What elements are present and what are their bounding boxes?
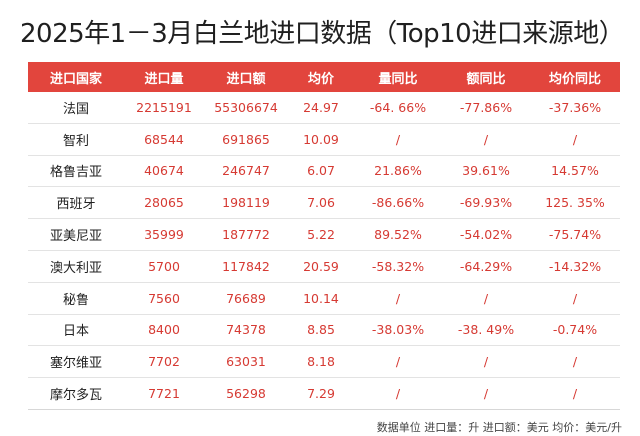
column-header: 额同比 [442,62,530,92]
value-cell: 7560 [148,290,180,306]
import-data-table: 进口国家 进口量 进口额 均价 量同比 额同比 均价同比 法国 2215191 55306674… [28,62,620,410]
value-cell: -58.32% [371,258,425,274]
column-header: 量同比 [354,62,442,92]
table-row: 亚美尼亚 35999 187772 5.22 89.52% -54.02% -75.74% [28,219,620,251]
table-header-row: 进口国家 进口量 进口额 均价 量同比 额同比 均价同比 [28,62,620,92]
column-header: 均价 [288,62,354,92]
country-cell: 法国 [62,101,89,117]
column-header: 进口国家 [28,62,124,92]
table-row: 澳大利亚 5700 117842 20.59 -58.32% -64.29% -14.32% [28,250,620,283]
value-cell: / [483,131,489,147]
value-cell: / [572,131,578,147]
table-row: 格鲁吉亚 40674 246747 6.07 21.86% 39.61% 14.57% [28,155,620,187]
value-cell: 10.14 [303,290,339,306]
value-cell: 198119 [222,195,270,211]
value-cell: 68544 [144,131,184,147]
value-cell: 28065 [144,195,184,211]
table-row: 法国 2215191 55306674 24.97 -64. 66% -77.86% -37… [28,92,620,124]
country-cell: 塞尔维亚 [49,356,102,372]
value-cell: 691865 [222,131,270,147]
value-cell: 7702 [148,354,180,370]
value-cell: 55306674 [214,99,278,115]
value-cell: 246747 [222,163,270,179]
value-cell: -86.66% [371,195,425,211]
value-cell: 21.86% [374,163,422,179]
value-cell: 10.09 [303,131,339,147]
country-cell: 日本 [62,324,89,340]
value-cell: -37.36% [548,99,602,115]
value-cell: / [395,131,401,147]
country-cell: 西班牙 [56,197,96,213]
value-cell: 14.57% [551,163,599,179]
value-cell: / [483,290,489,306]
value-cell: 6.07 [307,163,335,179]
value-cell: -77.86% [459,99,513,115]
table-row: 秘鲁 7560 76689 10.14 / / / [28,282,620,315]
value-cell: / [395,386,401,402]
value-cell: -75.74% [548,227,602,243]
value-cell: -38.03% [371,322,425,338]
value-cell: -64. 66% [369,99,427,115]
value-cell: / [572,354,578,370]
value-cell: / [572,386,578,402]
value-cell: / [483,354,489,370]
value-cell: -38. 49% [457,322,515,338]
value-cell: -0.74% [552,322,598,338]
value-cell: 8.18 [307,354,335,370]
value-cell: 7.06 [307,195,335,211]
value-cell: 89.52% [374,227,422,243]
country-cell: 秘鲁 [62,292,89,308]
value-cell: 20.59 [303,258,339,274]
value-cell: 35999 [144,227,184,243]
table-row: 塞尔维亚 7702 63031 8.18 / / / [28,346,620,378]
table-row: 摩尔多瓦 7721 56298 7.29 / / / [28,378,620,410]
value-cell: 7.29 [307,386,335,402]
value-cell: -54.02% [459,227,513,243]
page-title: 2025年1－3月白兰地进口数据（Top10进口来源地） [20,19,625,49]
value-cell: 40674 [144,163,184,179]
value-cell: 187772 [222,227,270,243]
column-header: 进口额 [204,62,288,92]
value-cell: -14.32% [548,258,602,274]
table-row: 日本 8400 74378 8.85 -38.03% -38. 49% -0.74% [28,314,620,346]
value-cell: 5700 [148,258,180,274]
value-cell: 117842 [222,258,270,274]
value-cell: 5.22 [307,227,335,243]
value-cell: 8.85 [307,322,335,338]
value-cell: / [395,290,401,306]
value-cell: 74378 [226,322,266,338]
country-cell: 摩尔多瓦 [49,388,102,404]
value-cell: 56298 [226,386,266,402]
value-cell: 39.61% [462,163,510,179]
country-cell: 亚美尼亚 [49,229,102,245]
value-cell: 7721 [148,386,180,402]
column-header: 进口量 [124,62,204,92]
value-cell: -69.93% [459,195,513,211]
value-cell: 76689 [226,290,266,306]
country-cell: 澳大利亚 [49,260,102,276]
table-body: 法国 2215191 55306674 24.97 -64. 66% -77.86% -37… [28,92,620,410]
value-cell: 63031 [226,354,266,370]
table-row: 智利 68544 691865 10.09 / / / [28,123,620,156]
value-cell: / [483,386,489,402]
value-cell: / [395,354,401,370]
value-cell: 8400 [148,322,180,338]
value-cell: 24.97 [303,99,339,115]
value-cell: / [572,290,578,306]
value-cell: -64.29% [459,258,513,274]
country-cell: 智利 [62,133,89,149]
table-row: 西班牙 28065 198119 7.06 -86.66% -69.93% 125. 35% [28,187,620,219]
table-header: 进口国家 进口量 进口额 均价 量同比 额同比 均价同比 [28,62,620,92]
country-cell: 格鲁吉亚 [49,165,102,181]
units-footnote: 数据单位 进口量：升 进口额：美元 均价：美元/升 [376,421,622,434]
value-cell: 2215191 [136,99,192,115]
column-header: 均价同比 [530,62,620,92]
value-cell: 125. 35% [545,195,605,211]
